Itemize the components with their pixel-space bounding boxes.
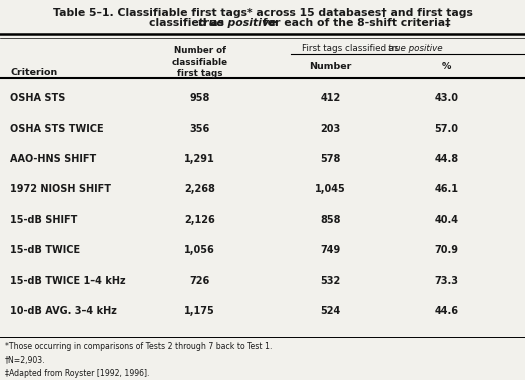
Text: Number of
classifiable
first tags: Number of classifiable first tags [172,46,227,78]
Text: 749: 749 [321,245,341,255]
Text: 1972 NIOSH SHIFT: 1972 NIOSH SHIFT [10,184,111,194]
Text: 1,056: 1,056 [184,245,215,255]
Text: %: % [442,62,451,71]
Text: 524: 524 [321,306,341,316]
Text: ‡Adapted from Royster [1992, 1996].: ‡Adapted from Royster [1992, 1996]. [5,369,150,378]
Text: 1,291: 1,291 [184,154,215,164]
Text: 2,268: 2,268 [184,184,215,194]
Text: 578: 578 [321,154,341,164]
Text: 412: 412 [321,93,341,103]
Text: classified as: classified as [149,18,228,28]
Text: OSHA STS: OSHA STS [10,93,66,103]
Text: 43.0: 43.0 [434,93,458,103]
Text: OSHA STS TWICE: OSHA STS TWICE [10,124,104,133]
Text: 15-dB TWICE 1–4 kHz: 15-dB TWICE 1–4 kHz [10,276,126,285]
Text: true positive: true positive [388,44,443,54]
Text: 46.1: 46.1 [434,184,458,194]
Text: Number: Number [310,62,352,71]
Text: Table 5–1. Classifiable first tags* across 15 databases† and first tags: Table 5–1. Classifiable first tags* acro… [52,8,472,18]
Text: 70.9: 70.9 [434,245,458,255]
Text: 858: 858 [320,215,341,225]
Text: 73.3: 73.3 [434,276,458,285]
Text: 15-dB SHIFT: 15-dB SHIFT [10,215,78,225]
Text: AAO-HNS SHIFT: AAO-HNS SHIFT [10,154,97,164]
Text: 44.6: 44.6 [434,306,458,316]
Text: 57.0: 57.0 [434,124,458,133]
Text: 1,175: 1,175 [184,306,215,316]
Text: 2,126: 2,126 [184,215,215,225]
Text: Criterion: Criterion [10,68,58,77]
Text: 15-dB TWICE: 15-dB TWICE [10,245,81,255]
Text: 203: 203 [321,124,341,133]
Text: true positive: true positive [198,18,277,28]
Text: 10-dB AVG. 3–4 kHz: 10-dB AVG. 3–4 kHz [10,306,118,316]
Text: 44.8: 44.8 [434,154,458,164]
Text: First tags classified as: First tags classified as [302,44,402,54]
Text: 1,045: 1,045 [316,184,346,194]
Text: classified as true positive for each of the 8-shift criteria‡: classified as true positive for each of … [88,18,437,28]
Text: 356: 356 [190,124,209,133]
Text: 726: 726 [190,276,209,285]
Text: 532: 532 [321,276,341,285]
Text: for each of the 8-shift criteria‡: for each of the 8-shift criteria‡ [259,18,451,28]
Text: 958: 958 [190,93,209,103]
Text: *Those occurring in comparisons of Tests 2 through 7 back to Test 1.: *Those occurring in comparisons of Tests… [5,342,273,351]
Text: †N=2,903.: †N=2,903. [5,356,46,365]
Text: 40.4: 40.4 [434,215,458,225]
